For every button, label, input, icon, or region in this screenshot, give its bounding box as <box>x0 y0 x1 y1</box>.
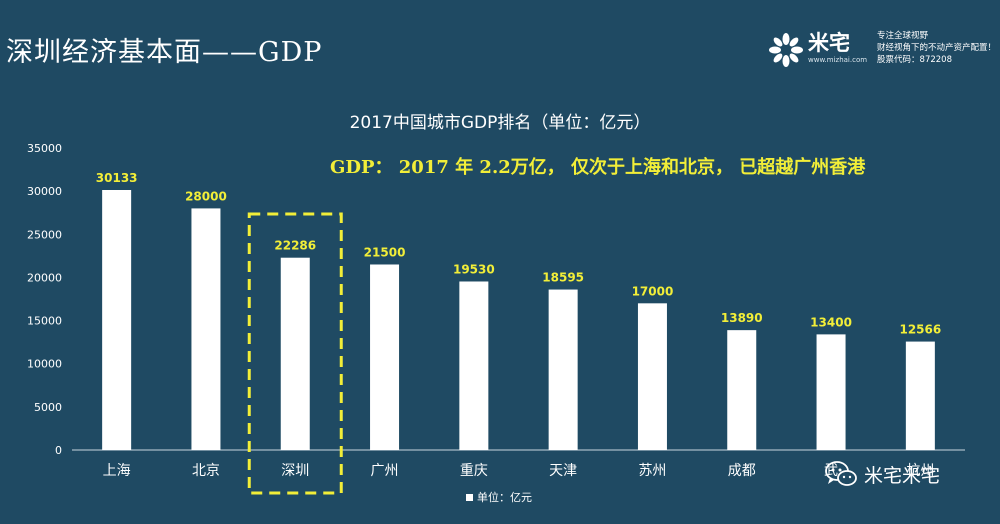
bar-value-label: 18595 <box>542 271 584 285</box>
y-tick-label: 5000 <box>34 401 62 414</box>
bar-value-label: 13400 <box>810 315 852 329</box>
bar <box>637 303 667 450</box>
bar <box>459 281 489 450</box>
y-tick-label: 35000 <box>27 142 62 155</box>
bar-value-label: 13890 <box>721 311 763 325</box>
y-tick-label: 25000 <box>27 228 62 241</box>
x-tick-label: 杭州 <box>906 463 934 479</box>
wechat-watermark: 米宅米宅 <box>824 459 940 489</box>
bar-value-label: 17000 <box>632 284 674 298</box>
x-tick-label: 深圳 <box>281 463 309 479</box>
mizhai-logo-icon <box>769 33 803 67</box>
y-tick-label: 10000 <box>27 358 62 371</box>
bar <box>370 264 400 450</box>
bar <box>191 208 221 450</box>
brand-logo[interactable]: 米宅 www.mizhai.com 专注全球视野 财经视角下的不动产资产配置！ … <box>768 30 996 70</box>
brand-tagline: 专注全球视野 财经视角下的不动产资产配置！ 股票代码：872208 <box>877 30 996 66</box>
x-tick-label: 北京 <box>192 463 220 479</box>
bar <box>102 189 132 451</box>
bar-value-label: 22286 <box>274 239 316 253</box>
x-tick-label: 上海 <box>103 463 131 479</box>
x-tick-label: 天津 <box>549 463 577 479</box>
wechat-icon <box>825 461 857 486</box>
highlight-box <box>247 212 343 495</box>
legend-swatch <box>466 493 473 501</box>
y-tick-label: 0 <box>55 444 62 457</box>
headline-annotation: GDP： 2017 年 2.2万亿， 仅次于上海和北京， 已超越广州香港 <box>330 157 866 178</box>
bar <box>280 257 310 450</box>
tagline-line: 财经视角下的不动产资产配置！ <box>877 43 997 53</box>
chart-title: 2017中国城市GDP排名（单位：亿元） <box>349 113 651 133</box>
x-tick-label: 广州 <box>371 463 399 479</box>
bar-value-label: 30133 <box>96 171 138 185</box>
brand-name: 米宅 <box>808 31 850 55</box>
bar-value-label: 19530 <box>453 262 495 276</box>
bar <box>905 341 935 450</box>
bar-value-label: 21500 <box>364 245 406 259</box>
watermark-text: 米宅米宅 <box>864 464 941 487</box>
bar-value-label: 12566 <box>899 323 941 337</box>
y-tick-label: 15000 <box>27 315 62 328</box>
x-tick-label: 重庆 <box>460 463 488 479</box>
bar-value-label: 28000 <box>185 189 227 203</box>
y-tick-label: 30000 <box>27 185 62 198</box>
bar <box>727 330 757 450</box>
x-tick-label: 苏州 <box>638 463 666 479</box>
tagline-line: 专注全球视野 <box>877 31 929 41</box>
brand-url: www.mizhai.com <box>808 56 868 64</box>
bar <box>548 289 578 450</box>
tagline-line: 股票代码：872208 <box>877 55 952 65</box>
y-tick-label: 20000 <box>27 271 62 284</box>
chart-legend: 单位：亿元 <box>466 489 532 505</box>
bar <box>816 334 846 450</box>
x-tick-label: 成都 <box>728 463 756 479</box>
slide-title: 深圳经济基本面——GDP <box>6 37 323 68</box>
legend-label: 单位：亿元 <box>477 491 532 504</box>
